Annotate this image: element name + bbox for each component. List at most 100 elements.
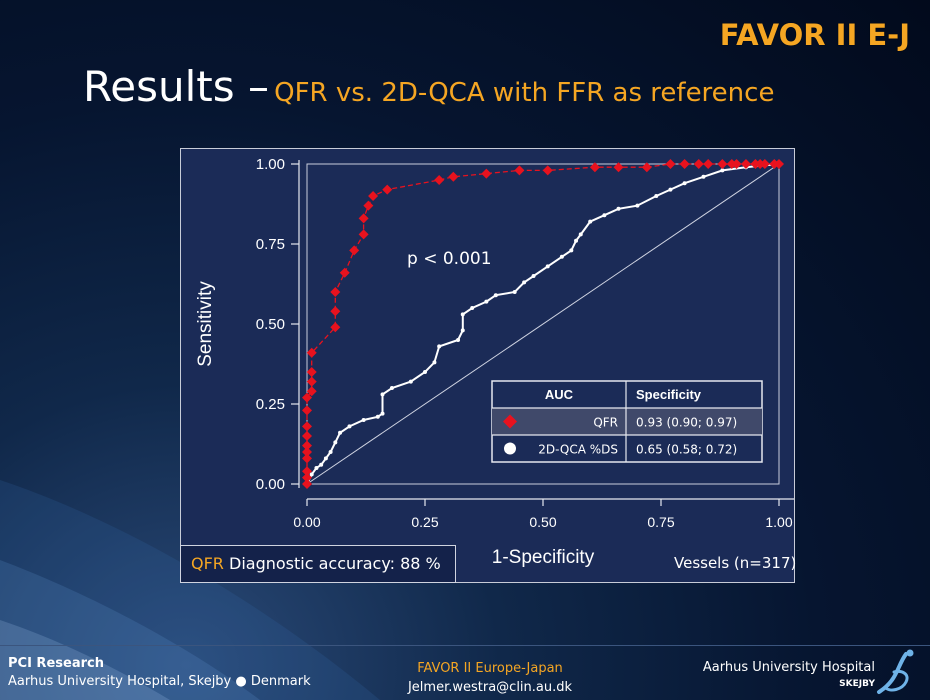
qca-point (456, 338, 461, 342)
qfr-point (434, 175, 445, 185)
legend-specificity-value: 0.65 (0.58; 0.72) (636, 443, 737, 457)
legend-qfr-marker (503, 414, 517, 429)
p-value-annotation: p < 0.001 (407, 249, 492, 269)
footer-divider (0, 645, 930, 646)
y-tick-label: 0.25 (256, 396, 285, 413)
footer-study: FAVOR II Europe-Japan (417, 661, 563, 676)
chart-panel: 0.00 0.25 0.50 0.75 1.00 0.00 0.25 0.50 0.75 1.00… (180, 148, 795, 583)
footer-org: PCI Research (8, 656, 104, 671)
hospital-logo-icon (877, 649, 914, 694)
qca-point (668, 187, 673, 192)
qca-point (470, 306, 475, 310)
qca-point (323, 456, 328, 461)
qca-point (493, 293, 498, 298)
reference-diagonal (306, 163, 780, 485)
qfr-point (302, 453, 312, 464)
footer-right: Aarhus University Hospital SKEJBY (703, 660, 875, 692)
qca-point (389, 386, 394, 390)
qca-point (701, 174, 706, 179)
qca-point (569, 248, 574, 253)
title-main: Results – (83, 62, 270, 111)
qfr-point (382, 184, 393, 195)
qca-point (654, 194, 659, 198)
qca-point (437, 344, 442, 349)
x-tick-label: 0.25 (411, 514, 438, 530)
qfr-point (302, 440, 312, 451)
plot-frame (306, 163, 780, 485)
qca-point (361, 418, 366, 422)
qca-point (328, 450, 333, 454)
qca-point (423, 370, 427, 374)
qca-point (588, 219, 593, 224)
qfr-point (302, 405, 312, 416)
qfr-point (613, 162, 624, 173)
qfr-point (330, 306, 341, 317)
qfr-point (302, 447, 312, 457)
qfr-point (693, 159, 704, 169)
qca-point (578, 232, 583, 237)
qfr-point (481, 168, 492, 179)
qca-point (574, 238, 579, 243)
qca-point (408, 379, 413, 384)
qca-point (512, 290, 517, 294)
qfr-point (542, 165, 553, 176)
qfr-point (589, 162, 600, 173)
qfr-point (363, 200, 374, 211)
qfr-point (665, 159, 676, 169)
y-axis-label: Sensitivity (195, 281, 216, 367)
roc-chart: 0.00 0.25 0.50 0.75 1.00 0.00 0.25 0.50 0.75 1.00… (195, 156, 794, 568)
title-subtitle: QFR vs. 2D-QCA with FFR as reference (274, 78, 775, 108)
qca-point (347, 424, 352, 429)
qca-point (314, 466, 319, 470)
footer-skejby: SKEJBY (839, 679, 875, 689)
legend-specificity-value: 0.93 (0.90; 0.97) (636, 416, 737, 430)
qca-point (432, 360, 437, 365)
qfr-point (330, 322, 341, 333)
legend-series-label: 2D-QCA %DS (538, 443, 618, 457)
x-axis-label: 1-Specificity (492, 547, 595, 568)
footer-location: Aarhus University Hospital, Skejby ● Den… (8, 674, 311, 689)
footer-left: PCI Research Aarhus University Hospital,… (8, 655, 311, 691)
y-tick-label: 0.50 (256, 316, 285, 333)
qfr-point (717, 159, 728, 169)
qca-point (545, 264, 550, 269)
qfr-point (358, 229, 369, 240)
page-title: Results – QFR vs. 2D-QCA with FFR as ref… (83, 62, 774, 111)
legend-header-specificity: Specificity (636, 387, 702, 402)
qca-point (333, 440, 338, 445)
qca-point (375, 414, 380, 419)
qca-point (720, 168, 725, 173)
qfr-point (302, 421, 312, 432)
legend-qca-marker (504, 442, 516, 455)
qca-point (531, 274, 536, 278)
qca-point (484, 299, 489, 304)
qfr-point (339, 267, 350, 278)
accuracy-box: QFR Diagnostic accuracy: 88 % (180, 545, 456, 583)
qca-point (319, 462, 324, 467)
y-tick-label: 1.00 (256, 156, 285, 173)
x-tick-label: 0.00 (293, 514, 320, 530)
footer-email: Jelmer.westra@clin.au.dk (407, 680, 573, 695)
qca-point (635, 203, 640, 208)
legend-header-auc: AUC (545, 387, 574, 402)
qfr-point (703, 159, 714, 169)
qfr-point (302, 479, 312, 489)
vessel-count: Vessels (n=317) (674, 554, 797, 572)
qfr-point (306, 386, 317, 397)
footer-hospital: Aarhus University Hospital (702, 660, 875, 675)
qfr-point (448, 171, 459, 182)
x-tick-label: 0.75 (647, 514, 674, 530)
qfr-point (740, 159, 751, 169)
qfr-point (330, 287, 341, 297)
qfr-point (679, 159, 690, 169)
qfr-point (302, 466, 312, 477)
qfr-point (306, 376, 317, 387)
qfr-point (641, 162, 652, 173)
qfr-point (759, 159, 770, 169)
qca-point (338, 430, 343, 435)
qca-point (460, 328, 465, 333)
qfr-point (302, 472, 312, 483)
x-tick-label: 1.00 (765, 514, 792, 530)
accuracy-text: Diagnostic accuracy: 88 % (229, 554, 441, 573)
qca-point (559, 254, 564, 259)
